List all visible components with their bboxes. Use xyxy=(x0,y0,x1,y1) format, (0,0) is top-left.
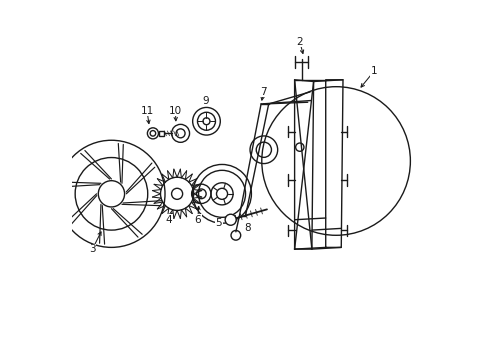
Text: 8: 8 xyxy=(244,224,251,233)
Text: 6: 6 xyxy=(194,215,201,225)
Text: 5: 5 xyxy=(215,218,222,228)
Bar xyxy=(159,131,163,136)
Text: 1: 1 xyxy=(370,66,377,76)
Text: 4: 4 xyxy=(165,215,172,225)
Text: 10: 10 xyxy=(168,106,182,116)
Circle shape xyxy=(224,214,236,225)
Text: 7: 7 xyxy=(260,87,266,97)
Text: 2: 2 xyxy=(296,37,303,47)
Text: 9: 9 xyxy=(202,95,209,105)
Text: 11: 11 xyxy=(140,106,153,116)
Text: 3: 3 xyxy=(89,244,96,254)
